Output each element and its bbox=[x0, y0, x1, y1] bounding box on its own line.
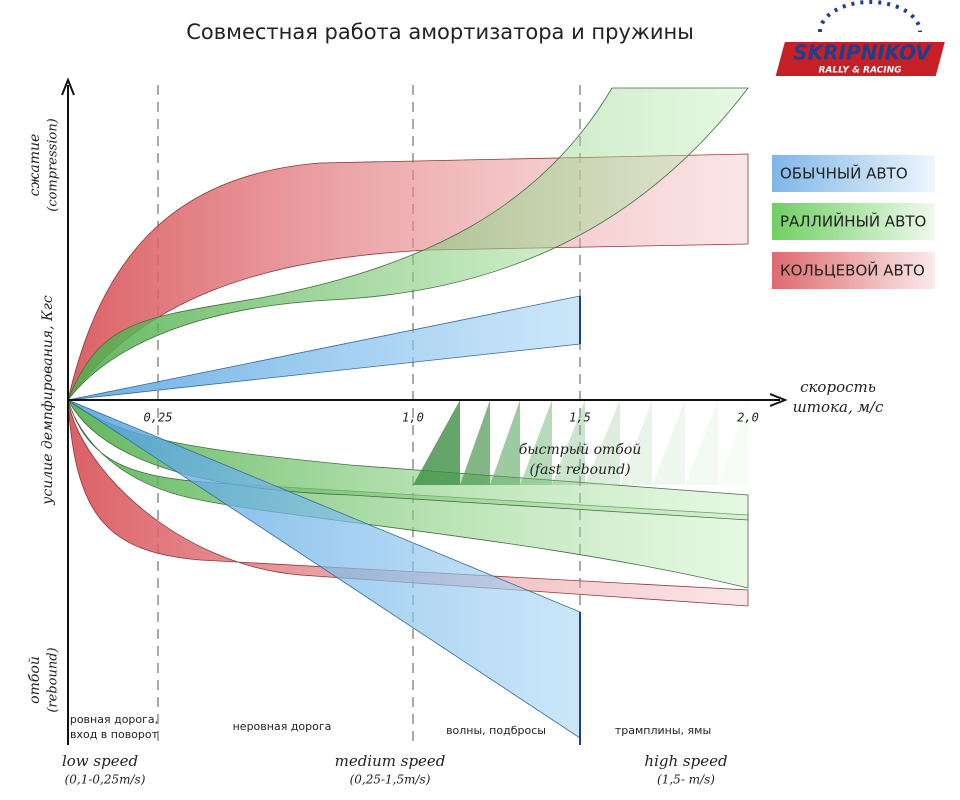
logo-sub: RALLY & RACING bbox=[818, 66, 901, 76]
title: Совместная работа амортизатора и пружины bbox=[186, 20, 694, 44]
x-title: скорость bbox=[800, 378, 876, 396]
legend-swatch bbox=[772, 252, 935, 289]
legend-label: РАЛЛИЙНЫЙ АВТО bbox=[780, 212, 926, 231]
y-title: усилие демпфирования, Кгс bbox=[40, 295, 56, 506]
logo: SKRIPNIKOV RALLY & RACING bbox=[775, 0, 945, 76]
annotation: быстрый отбой bbox=[519, 442, 642, 458]
logo-text: SKRIPNIKOV bbox=[793, 41, 932, 65]
zone-label: волны, подбросы bbox=[446, 724, 546, 737]
x-tick-label: 0,25 bbox=[144, 411, 173, 425]
speed-range: (0,1-0,25m/s) bbox=[65, 773, 146, 787]
zone-label: неровная дорога bbox=[233, 720, 332, 733]
y-top: сжатие bbox=[27, 134, 43, 197]
annotation: (fast rebound) bbox=[529, 462, 630, 478]
x-tick-label: 1,5 bbox=[569, 411, 591, 425]
axes bbox=[61, 77, 788, 745]
legend-swatch bbox=[772, 203, 935, 240]
x-tick-label: 2,0 bbox=[737, 411, 759, 425]
legend-swatch bbox=[772, 155, 935, 192]
legend-label: КОЛЬЦЕВОЙ АВТО bbox=[780, 261, 925, 280]
speed-label: low speed bbox=[62, 752, 138, 770]
speed-range: (1,5- m/s) bbox=[657, 773, 715, 787]
x-title: штока, м/с bbox=[793, 398, 884, 416]
x-tick-label: 1,0 bbox=[402, 411, 424, 425]
y-bottom: отбой bbox=[27, 656, 43, 704]
zone-label: трамплины, ямы bbox=[615, 724, 711, 737]
y-top: (compression) bbox=[46, 118, 61, 212]
zone-label: вход в поворот bbox=[70, 728, 159, 741]
speed-label: medium speed bbox=[335, 752, 446, 770]
zone-label: ровная дорога, bbox=[70, 713, 158, 726]
legend-label: ОБЫЧНЫЙ АВТО bbox=[780, 164, 908, 183]
speed-label: high speed bbox=[644, 752, 727, 770]
y-bottom: (rebound) bbox=[46, 647, 61, 712]
bands bbox=[67, 87, 749, 745]
speed-range: (0,25-1,5m/s) bbox=[350, 773, 431, 787]
